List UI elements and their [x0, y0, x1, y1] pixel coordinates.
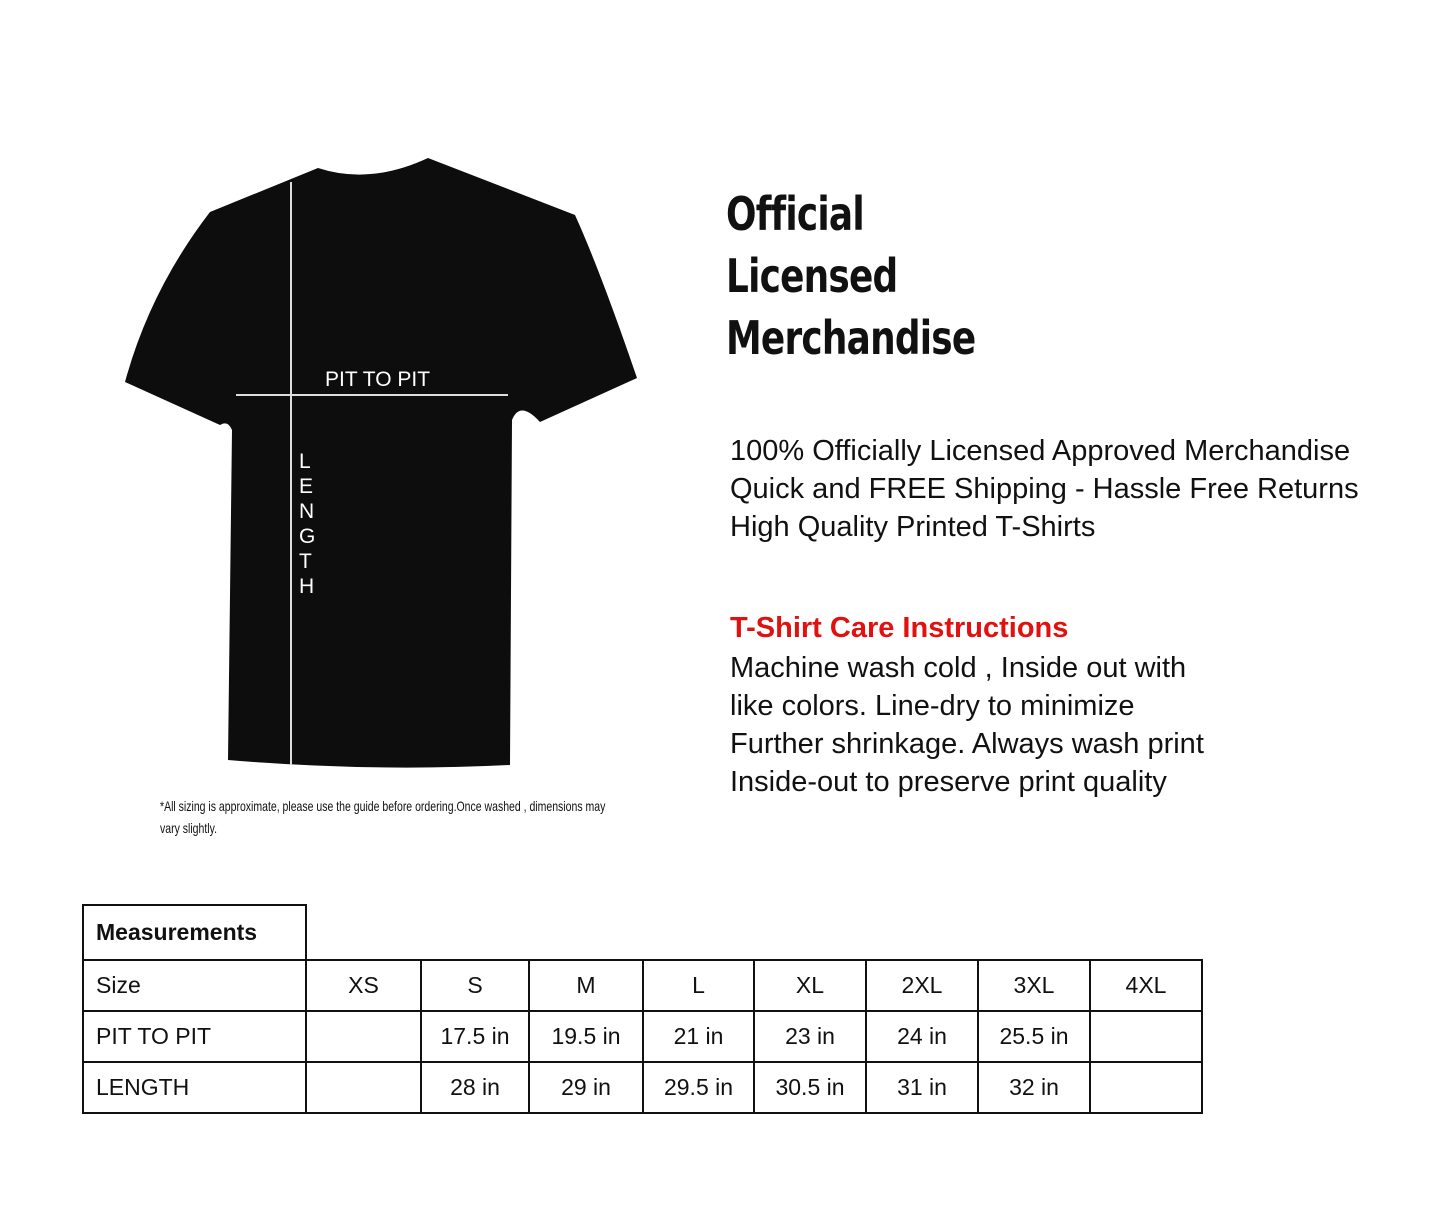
- table-cell: [1089, 1010, 1203, 1063]
- pit-to-pit-label: PIT TO PIT: [325, 368, 430, 391]
- table-row: LENGTH 28 in 29 in 29.5 in 30.5 in 31 in 32 i…: [82, 1061, 1203, 1114]
- table-cell: 24 in: [865, 1010, 979, 1063]
- row-label: LENGTH: [82, 1061, 307, 1114]
- table-row: Size XS S M L XL 2XL 3XL 4XL: [82, 959, 1203, 1012]
- size-header-cell: XL: [753, 959, 867, 1012]
- row-label: Size: [82, 959, 307, 1012]
- table-cell: 30.5 in: [753, 1061, 867, 1114]
- table-heading-row: Measurements: [82, 904, 1202, 961]
- table-cell: 17.5 in: [420, 1010, 530, 1063]
- tshirt-shape: [125, 158, 637, 768]
- table-cell: 32 in: [977, 1061, 1091, 1114]
- size-header-cell: L: [642, 959, 755, 1012]
- sizing-disclaimer: *All sizing is approximate, please use t…: [160, 798, 606, 836]
- size-header-cell: S: [420, 959, 530, 1012]
- length-letter: T: [299, 550, 312, 573]
- care-instructions: Machine wash cold , Inside out with like…: [730, 649, 1204, 801]
- length-letter: G: [299, 525, 315, 548]
- length-letter: N: [299, 500, 314, 523]
- care-line: Further shrinkage. Always wash print: [730, 728, 1204, 760]
- feature-item: 100% Officially Licensed Approved Mercha…: [730, 435, 1351, 467]
- table-cell: 19.5 in: [528, 1010, 644, 1063]
- table-cell: [1089, 1061, 1203, 1114]
- length-label: L E N G T H: [299, 450, 315, 598]
- title-line: Merchandise: [726, 311, 976, 365]
- size-header-cell: 3XL: [977, 959, 1091, 1012]
- title-line: Official: [726, 187, 865, 241]
- feature-item: High Quality Printed T-Shirts: [730, 511, 1096, 543]
- size-header-cell: XS: [305, 959, 422, 1012]
- title-line: Licensed: [726, 249, 898, 303]
- table-cell: [305, 1010, 422, 1063]
- tshirt-diagram: PIT TO PIT L E N G T H: [125, 158, 637, 768]
- length-letter: E: [299, 475, 313, 498]
- size-header-cell: M: [528, 959, 644, 1012]
- page-title: Official Licensed Merchandise: [726, 183, 976, 369]
- care-line: like colors. Line-dry to minimize: [730, 690, 1135, 722]
- care-heading: T-Shirt Care Instructions: [730, 612, 1069, 644]
- table-cell: 21 in: [642, 1010, 755, 1063]
- table-row: PIT TO PIT 17.5 in 19.5 in 21 in 23 in 24 in…: [82, 1010, 1203, 1063]
- care-line: Inside-out to preserve print quality: [730, 766, 1167, 798]
- table-cell: 31 in: [865, 1061, 979, 1114]
- table-cell: 25.5 in: [977, 1010, 1091, 1063]
- row-label: PIT TO PIT: [82, 1010, 307, 1063]
- size-chart-table: Measurements Size XS S M L XL 2XL 3XL 4XL PIT T…: [82, 904, 1203, 1114]
- size-header-cell: 2XL: [865, 959, 979, 1012]
- table-cell: 29 in: [528, 1061, 644, 1114]
- table-heading: Measurements: [82, 904, 307, 961]
- table-cell: 23 in: [753, 1010, 867, 1063]
- table-cell: [305, 1061, 422, 1114]
- size-header-cell: 4XL: [1089, 959, 1203, 1012]
- length-letter: L: [299, 450, 311, 473]
- care-line: Machine wash cold , Inside out with: [730, 652, 1187, 684]
- length-letter: H: [299, 575, 314, 598]
- feature-item: Quick and FREE Shipping - Hassle Free Re…: [730, 473, 1359, 505]
- table-cell: 28 in: [420, 1061, 530, 1114]
- feature-list: 100% Officially Licensed Approved Mercha…: [730, 432, 1359, 546]
- table-cell: 29.5 in: [642, 1061, 755, 1114]
